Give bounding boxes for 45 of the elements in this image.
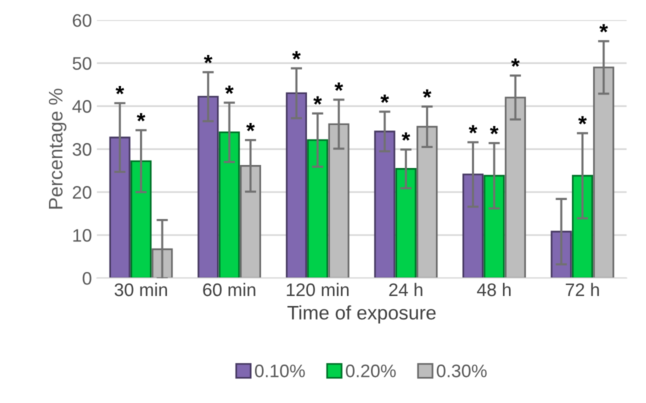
data-label: * <box>204 55 212 64</box>
y-tick-label: 0 <box>82 272 92 285</box>
data-label: * <box>578 116 587 124</box>
legend-label: 0.30% <box>436 364 487 378</box>
data-label: * <box>246 122 255 132</box>
x-tick-label: 48 h <box>477 282 511 296</box>
data-label: * <box>380 94 390 103</box>
bar <box>374 130 396 278</box>
data-label: * <box>402 132 410 141</box>
x-tick-label: 30 min <box>114 282 167 296</box>
data-label: * <box>490 126 498 134</box>
x-tick-label: 72 h <box>566 282 599 296</box>
bar <box>109 136 130 278</box>
bar <box>218 132 240 278</box>
data-label: * <box>313 96 322 105</box>
bar <box>462 174 484 278</box>
y-tick-label: 40 <box>72 100 92 113</box>
data-label: * <box>511 58 520 67</box>
y-axis-title: Percentage % <box>48 88 66 209</box>
bar <box>572 174 594 278</box>
data-label: * <box>225 86 234 94</box>
legend-label: 0.10% <box>254 364 305 378</box>
data-label: * <box>468 125 478 134</box>
y-tick-label: 30 <box>72 143 92 156</box>
x-axis-title: Time of exposure <box>287 305 436 324</box>
x-tick-label: 24 h <box>389 282 422 296</box>
data-label: * <box>422 89 432 98</box>
legend-label: 0.20% <box>346 364 396 378</box>
y-tick-label: 50 <box>72 57 92 70</box>
y-tick-label: 10 <box>73 229 92 242</box>
data-label: * <box>292 51 301 60</box>
bar <box>484 174 505 278</box>
data-label: * <box>599 24 608 32</box>
bar <box>307 139 328 278</box>
bar <box>286 92 307 278</box>
y-tick-label: 60 <box>72 14 92 27</box>
data-label: * <box>334 82 344 91</box>
data-label: * <box>136 113 146 122</box>
bar <box>198 96 219 278</box>
bar <box>395 168 416 278</box>
x-tick-label: 60 min <box>203 282 256 296</box>
data-label: * <box>116 86 124 94</box>
bar <box>130 160 152 278</box>
y-tick-label: 20 <box>72 186 92 199</box>
x-tick-label: 120 min <box>286 282 349 296</box>
